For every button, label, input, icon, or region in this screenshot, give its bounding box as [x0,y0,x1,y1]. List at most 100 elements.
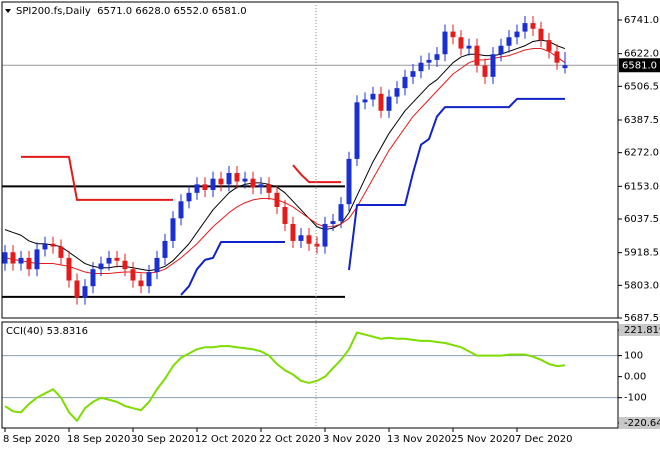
candle-body [234,173,240,182]
x-tick-label: 8 Sep 2020 [3,434,60,445]
candle-body [498,45,504,55]
candle-body [258,184,264,188]
y-tick-label: 6387.5 [624,115,659,126]
last-price-label: 6581.0 [622,60,657,71]
candle-body [82,286,88,298]
y-tick-box [619,417,660,430]
candle-body [418,62,424,72]
candle-body [522,23,528,32]
candle-body [114,257,120,261]
x-tick-label: 12 Oct 2020 [195,434,257,445]
candle-body [138,280,144,287]
candle-body [434,54,440,60]
candle-body [482,65,488,77]
candle-body [474,45,480,66]
x-tick-label: 7 Dec 2020 [515,434,573,445]
indicator-line [21,155,341,201]
candle-body [506,37,512,46]
candle-body [18,257,24,264]
candle-body [378,93,384,111]
y-tick-box [619,324,660,337]
candle-body [354,102,360,159]
candle-body [2,252,8,264]
candle-body [274,192,280,207]
cci-panel: 221.8193 100 0.00 -100 -220.640 [2,324,660,430]
candle-body [322,223,328,247]
candle-body [330,221,336,224]
candle-body [282,206,288,224]
indicator-line [4,39,566,272]
candle-body [394,88,400,97]
candle-body [98,263,104,270]
price-panel: 6741.0 6622.0 6506.5 6387.5 6272.0 6153.0 6037… [2,15,660,445]
candle-body [58,246,64,258]
candle-body [218,178,224,185]
y-tick-label: 6153.0 [624,181,659,192]
title-icon [5,9,11,13]
candle-body [42,243,48,250]
y-tick-label: 221.8193 [624,325,660,336]
candle-body [306,235,312,244]
candle-body [370,93,376,100]
indicator-line [180,97,565,296]
y-tick-label: 6622.0 [624,49,659,60]
candle-body [194,184,200,193]
y-tick-label: 0.00 [624,372,646,383]
chart-title: SPI200.fs,Daily 6571.0 6628.0 6552.0 658… [16,6,247,17]
candle-body [346,158,352,205]
x-tick-label: 22 Oct 2020 [259,434,321,445]
y-tick-label: 6037.5 [624,214,659,225]
candle-body [130,269,136,281]
y-tick-label: 5918.5 [624,248,659,259]
candle-body [338,204,344,222]
candle-body [554,51,560,63]
candle-body [314,243,320,247]
candle-body [538,28,544,41]
candle-body [362,99,368,103]
candle-body [210,178,216,190]
y-tick-label: -100 [624,393,647,404]
candle-body [34,249,40,270]
last-price-box [619,58,660,73]
y-tick-label: 5687.5 [624,313,659,324]
candle-body [466,45,472,49]
candle-body [202,184,208,190]
candle-body [10,252,16,264]
candle-body [50,243,56,247]
x-tick-label: 3 Nov 2020 [323,434,381,445]
candle-body [442,31,448,55]
x-tick-label: 25 Nov 2020 [451,434,515,445]
candle-body [250,178,256,188]
candle-body [426,59,432,63]
y-tick-label: 6506.5 [624,81,659,92]
candle-body [226,173,232,185]
y-tick-label: 6272.0 [624,148,659,159]
candle-body [386,96,392,111]
candle-body [66,257,72,281]
candle-body [170,218,176,241]
cci-title: CCI(40) 53.8316 [6,326,88,337]
candle-body [74,280,80,298]
candle-body [546,40,552,52]
candle-body [154,257,160,273]
candle-body [146,272,152,287]
candle-body [514,31,520,38]
price-frame [1,1,619,319]
cci-frame [1,321,619,429]
y-tick-label: 5803.0 [624,280,659,291]
candle-body [530,23,536,29]
x-tick-label: 13 Nov 2020 [387,434,451,445]
y-tick-label: -220.640 [624,418,660,429]
candle-body [410,71,416,77]
candle-body [458,37,464,49]
candle-body [242,178,248,182]
cci-line [4,331,566,422]
candle-body [186,192,192,202]
candle-body [162,240,168,258]
candle-body [298,235,304,241]
candle-body [90,269,96,287]
x-tick-label: 18 Sep 2020 [67,434,130,445]
